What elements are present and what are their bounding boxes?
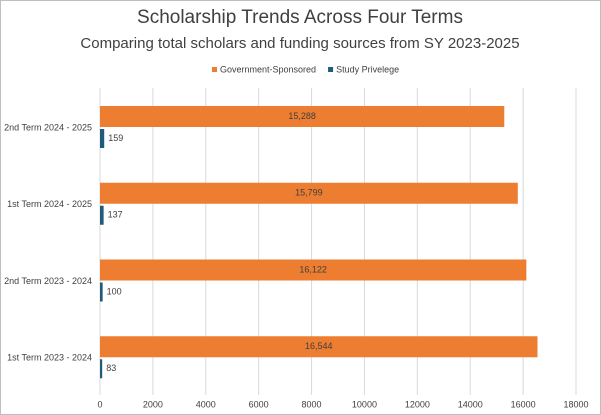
data-label: 15,288	[288, 111, 316, 121]
legend-swatch	[212, 67, 217, 72]
data-label: 137	[108, 210, 123, 220]
data-label: 16,122	[299, 264, 327, 274]
chart-title: Scholarship Trends Across Four Terms	[137, 7, 463, 28]
chart-subtitle: Comparing total scholars and funding sou…	[80, 35, 519, 52]
legend-label: Government-Sponsored	[220, 64, 316, 74]
y-tick-label: 1st Term 2023 - 2024	[7, 353, 92, 363]
y-tick-label: 2nd Term 2023 - 2024	[4, 276, 92, 286]
bar	[100, 205, 104, 225]
legend-swatch	[328, 67, 334, 72]
x-tick-label: 10000	[352, 399, 377, 409]
legend-label: Study Privelege	[336, 64, 399, 74]
data-label: 83	[106, 363, 116, 373]
x-tick-label: 4000	[196, 399, 216, 409]
bar	[100, 106, 505, 127]
y-tick-label: 1st Term 2024 - 2025	[7, 199, 92, 209]
x-tick-label: 8000	[302, 399, 322, 409]
x-tick-label: 14000	[458, 399, 483, 409]
data-label: 159	[108, 133, 123, 143]
data-label: 100	[107, 286, 122, 296]
x-tick-label: 16000	[511, 399, 536, 409]
x-tick-label: 2000	[143, 399, 163, 409]
x-tick-label: 0	[97, 399, 102, 409]
bar	[100, 359, 103, 379]
x-tick-label: 18000	[563, 399, 588, 409]
data-label: 16,544	[305, 341, 333, 351]
x-tick-label: 12000	[405, 399, 430, 409]
bar	[100, 182, 518, 204]
bar	[100, 282, 103, 302]
y-tick-label: 2nd Term 2024 - 2025	[4, 122, 92, 132]
bar	[100, 336, 538, 358]
x-tick-label: 6000	[249, 399, 269, 409]
bar	[100, 259, 527, 281]
legend: Government-Sponsored Study Privelege	[212, 64, 399, 74]
bar	[100, 129, 105, 148]
data-label: 15,799	[295, 188, 323, 198]
